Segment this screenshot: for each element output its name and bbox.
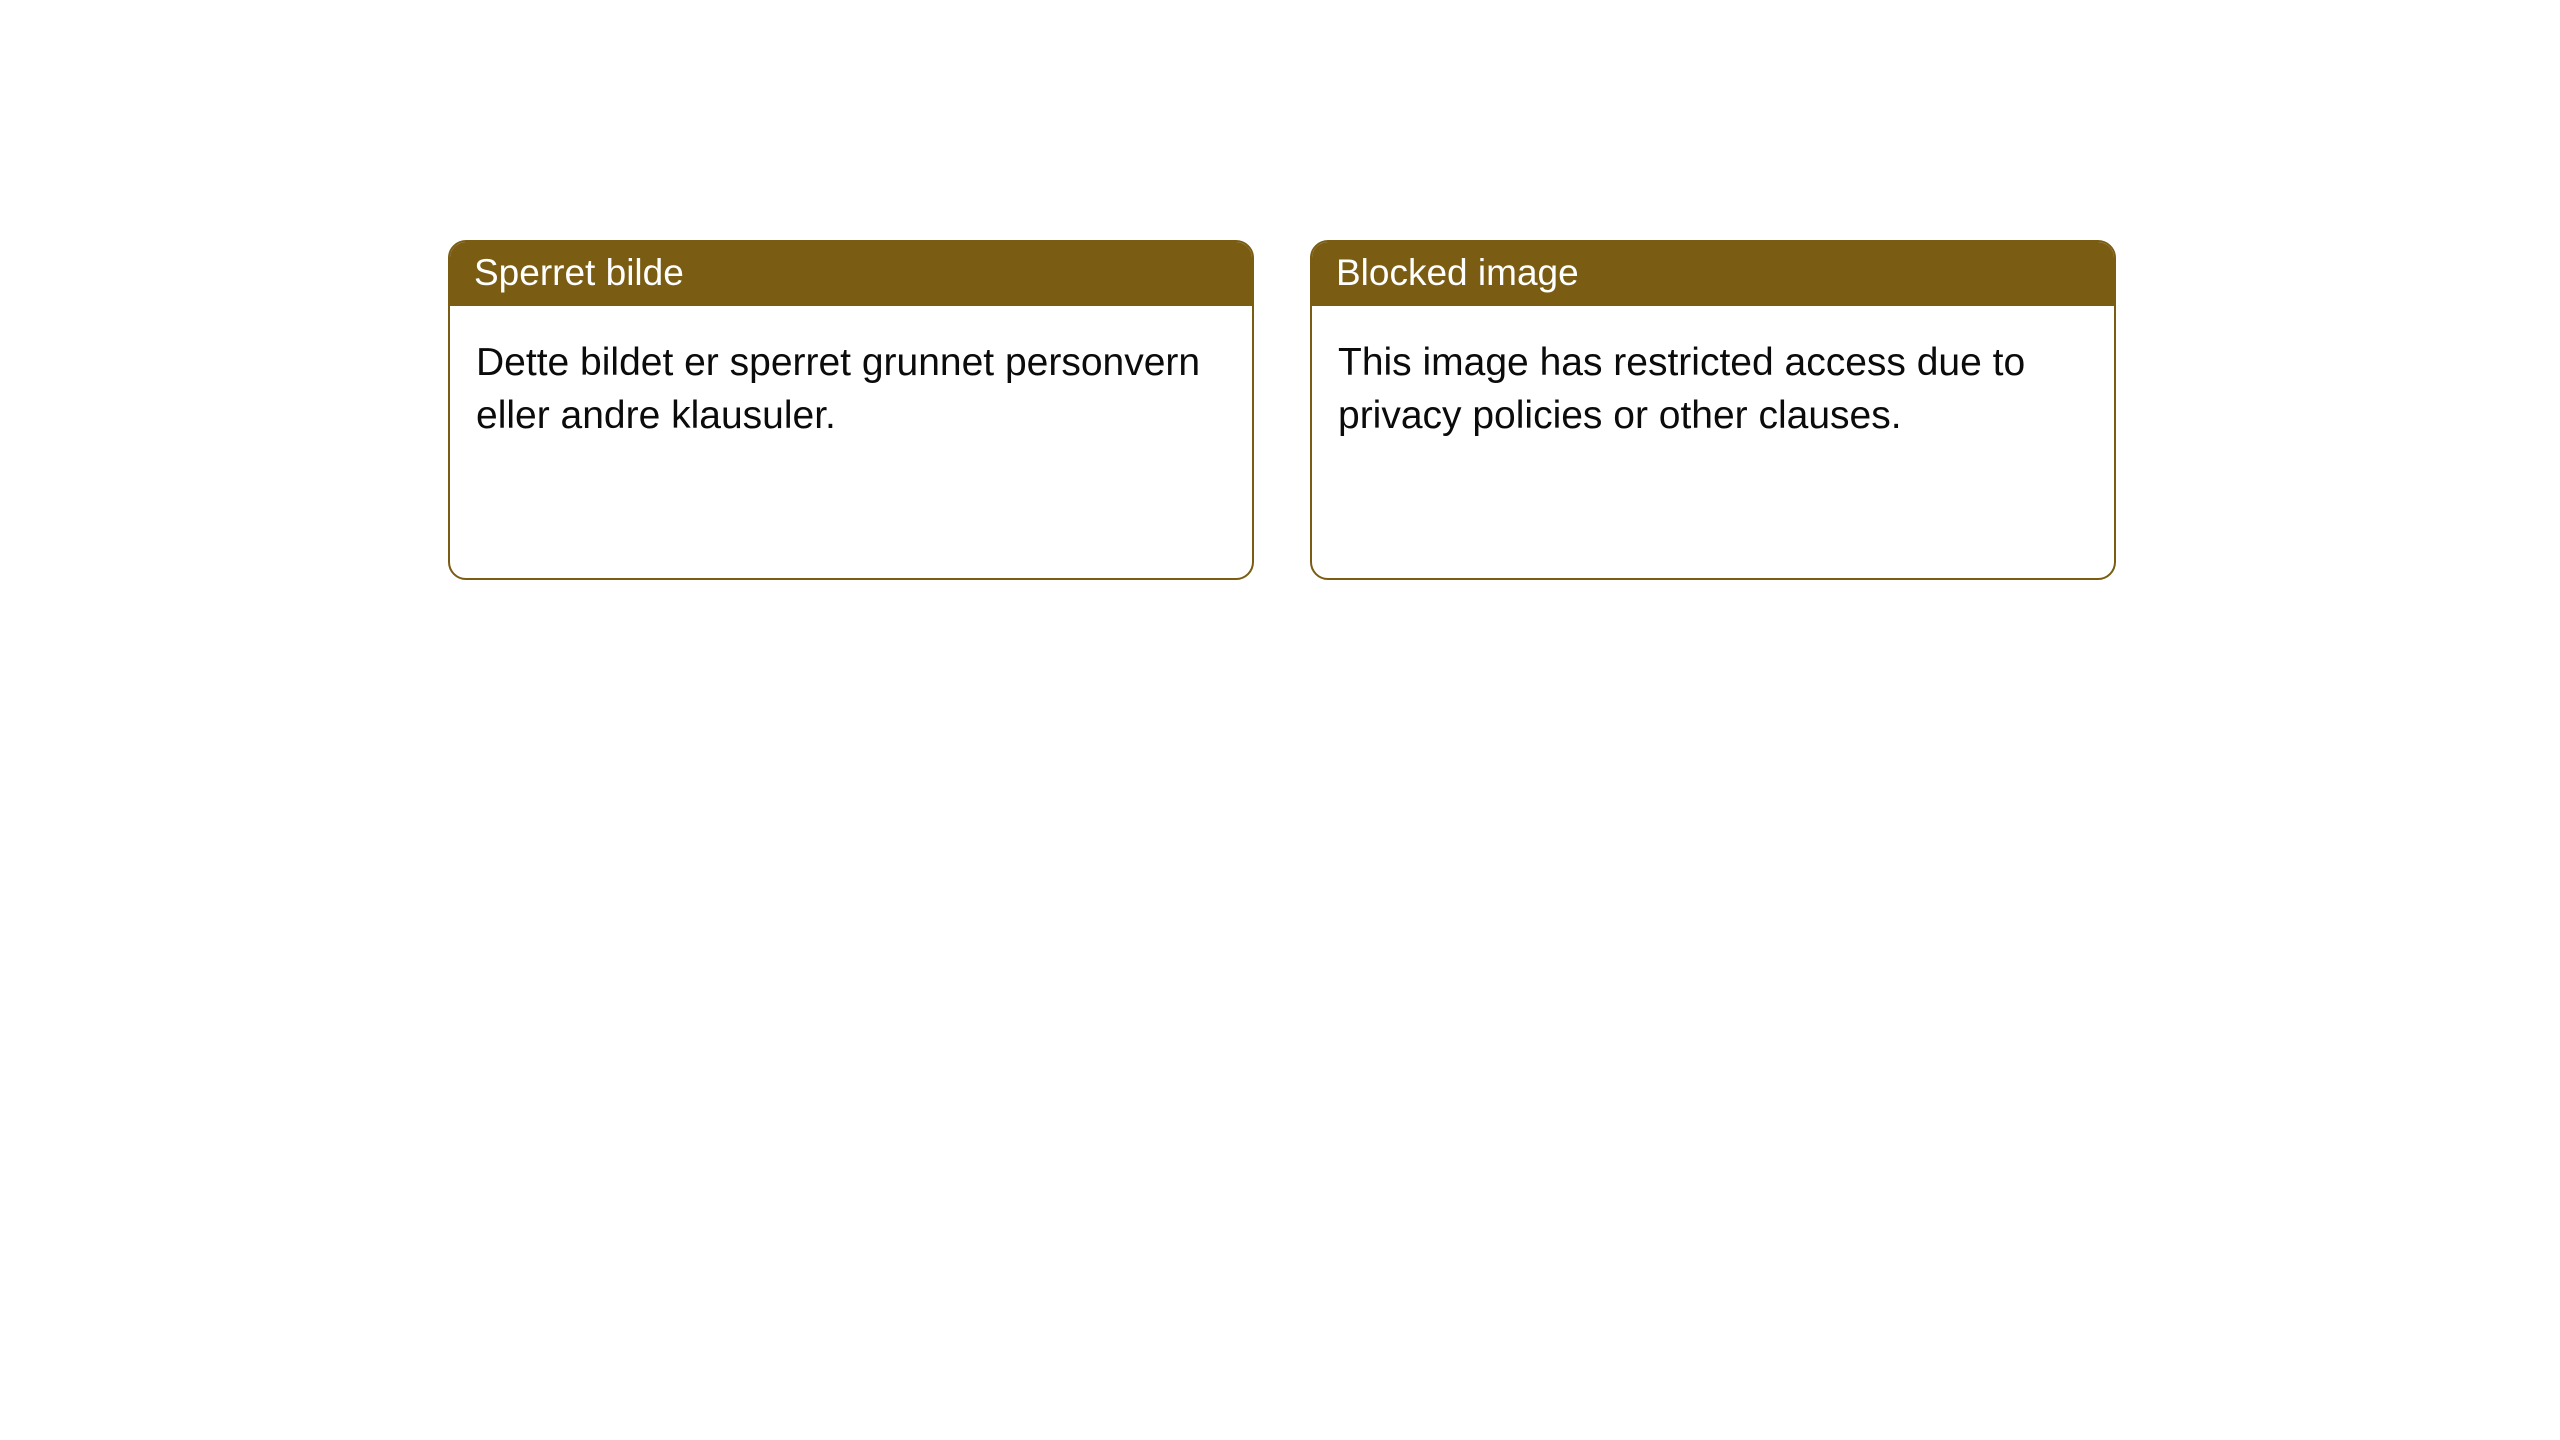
notice-card-body-text: This image has restricted access due to …	[1338, 341, 2025, 437]
notice-card-no: Sperret bilde Dette bildet er sperret gr…	[448, 240, 1254, 580]
notice-card-body-text: Dette bildet er sperret grunnet personve…	[476, 341, 1200, 437]
notice-card-title: Blocked image	[1336, 252, 1579, 293]
notice-cards-container: Sperret bilde Dette bildet er sperret gr…	[448, 240, 2116, 580]
notice-card-header: Sperret bilde	[450, 242, 1252, 306]
notice-card-body: This image has restricted access due to …	[1312, 306, 2114, 472]
notice-card-title: Sperret bilde	[474, 252, 684, 293]
notice-card-en: Blocked image This image has restricted …	[1310, 240, 2116, 580]
notice-card-body: Dette bildet er sperret grunnet personve…	[450, 306, 1252, 472]
notice-card-header: Blocked image	[1312, 242, 2114, 306]
